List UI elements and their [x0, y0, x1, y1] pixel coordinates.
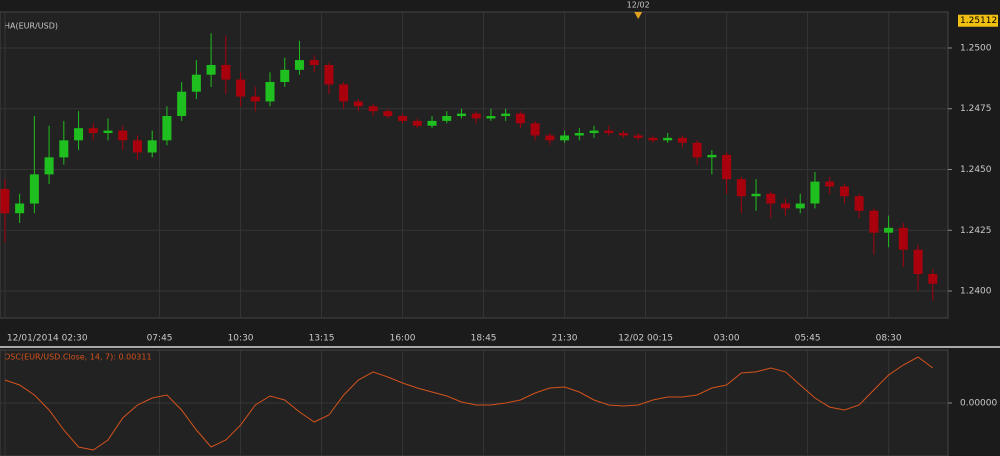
candle-body — [250, 96, 260, 102]
candle-body — [722, 154, 732, 180]
candle-body — [854, 196, 864, 211]
candle-body — [236, 79, 246, 97]
candle-body — [368, 106, 378, 112]
candle-body — [913, 249, 923, 275]
candle-body — [751, 193, 761, 197]
day-marker-label: 12/02 — [627, 1, 650, 10]
candle-body — [736, 179, 746, 197]
y-tick-label: 1.2425 — [960, 226, 992, 236]
candle-body — [471, 113, 481, 119]
candle-body — [560, 135, 570, 141]
y-tick-label: 1.2400 — [960, 287, 992, 297]
x-tick-label: 05:45 — [795, 334, 821, 344]
x-tick-label: 13:15 — [309, 334, 335, 344]
x-tick-label: 18:45 — [471, 334, 497, 344]
y-tick-label: 1.2500 — [960, 43, 992, 53]
candle-body — [206, 64, 216, 75]
candle-body — [780, 203, 790, 209]
candle-body — [928, 274, 938, 284]
candle-body — [280, 69, 290, 82]
x-tick-label: 07:45 — [147, 334, 173, 344]
candle-body — [692, 142, 702, 158]
candle-body — [766, 193, 776, 204]
x-tick-label: 16:00 — [390, 334, 416, 344]
candle-body — [412, 120, 422, 126]
y-tick-label: 1.2450 — [960, 165, 992, 175]
candle-body — [44, 157, 54, 175]
candle-body — [486, 116, 496, 119]
candle-body — [427, 120, 437, 126]
candle-body — [88, 128, 98, 134]
candle-body — [839, 186, 849, 197]
candle-body — [0, 188, 10, 214]
candle-body — [353, 101, 363, 107]
oscillator-line — [4, 356, 934, 451]
x-tick-label: 12/01/2014 02:30 — [7, 334, 88, 344]
candle-body — [265, 81, 275, 102]
candle-body — [383, 111, 393, 117]
x-tick-label: 12/02 00:15 — [618, 334, 673, 344]
candle-body — [530, 123, 540, 136]
candle-body — [501, 113, 511, 117]
price-title: HA(EUR/USD) — [4, 22, 58, 31]
last-price-box — [958, 14, 998, 27]
candle-body — [294, 60, 304, 70]
candle-body — [398, 116, 408, 121]
candle-body — [618, 133, 628, 136]
candle-body — [589, 130, 599, 134]
candle-body — [898, 227, 908, 250]
x-tick-label: 08:30 — [876, 334, 902, 344]
candle-body — [324, 64, 334, 85]
candle-body — [884, 227, 894, 233]
oscillator-title: OSC(EUR/USD.Close, 14, 7): 0.00311 — [4, 353, 152, 362]
candle-body — [74, 128, 84, 141]
x-tick-label: 21:30 — [552, 334, 578, 344]
candle-body — [515, 113, 525, 124]
candle-body — [648, 137, 658, 141]
candle-body — [147, 140, 157, 153]
candle-body — [177, 91, 187, 117]
candle-body — [825, 181, 835, 187]
candle-body — [162, 116, 172, 141]
candle-body — [15, 203, 25, 214]
candle-body — [795, 203, 805, 209]
candle-body — [118, 130, 128, 141]
candle-body — [29, 174, 39, 204]
candle-body — [707, 154, 717, 158]
y-tick-label: 0.00000 — [960, 399, 997, 409]
candle-body — [545, 135, 555, 141]
candle-body — [309, 60, 319, 65]
candle-body — [677, 137, 687, 143]
price-panel — [0, 11, 949, 319]
candle-body — [59, 140, 69, 158]
candle-body — [869, 210, 879, 233]
candle-body — [574, 133, 584, 136]
candle-body — [339, 84, 349, 102]
candle-body — [663, 137, 673, 141]
y-tick-label: 1.2475 — [960, 104, 992, 114]
candle-body — [132, 140, 142, 153]
x-tick-label: 10:30 — [228, 334, 254, 344]
candle-body — [810, 181, 820, 204]
candle-body — [456, 113, 466, 117]
last-price-label: 1.25112 — [960, 16, 997, 26]
candle-body — [103, 130, 113, 134]
candle-body — [442, 116, 452, 121]
candle-body — [191, 74, 201, 92]
x-tick-label: 03:00 — [714, 334, 740, 344]
candle-body — [604, 130, 614, 134]
candle-body — [221, 64, 231, 80]
candle-body — [633, 135, 643, 138]
day-marker — [634, 12, 643, 19]
